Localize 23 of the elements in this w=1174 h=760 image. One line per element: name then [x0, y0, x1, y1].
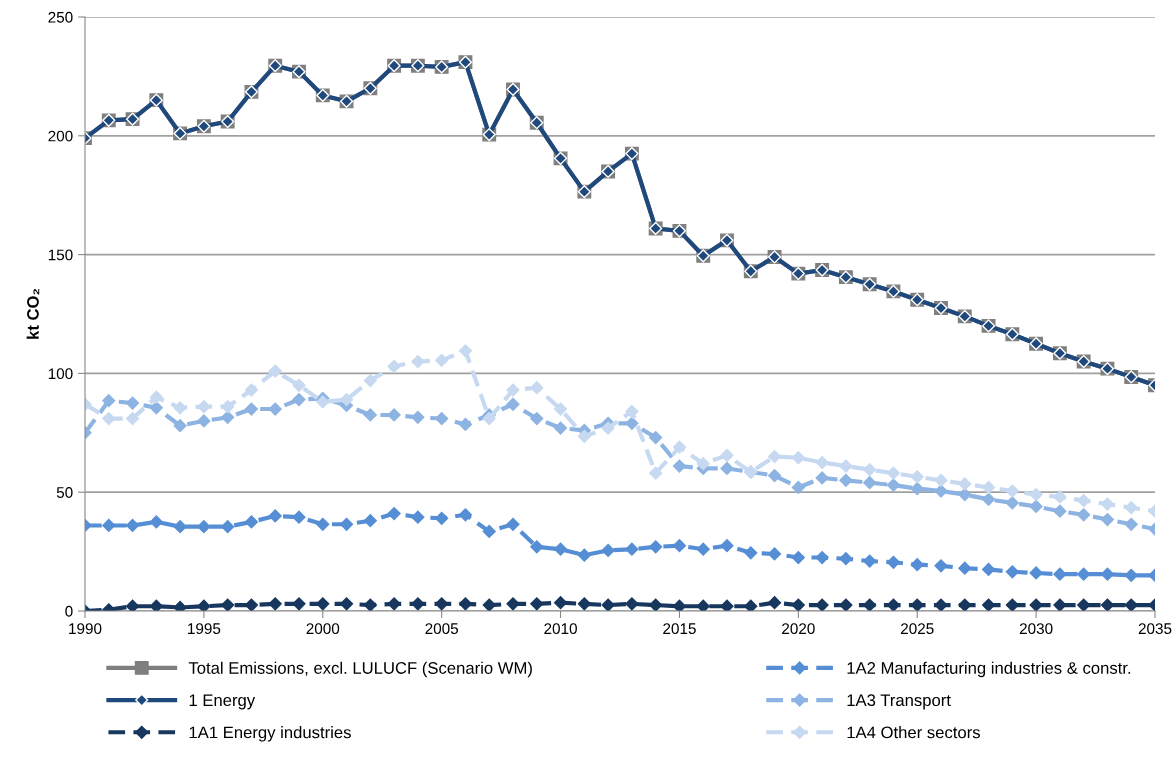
y-tick-label: 50 [56, 487, 73, 498]
legend-label: 1A1 Energy industries [189, 726, 351, 742]
legend-label: 1A2 Manufacturing industries & constr. [847, 661, 1131, 678]
y-axis-title: kt CO₂ [26, 288, 40, 339]
y-tick-label: 100 [48, 368, 73, 380]
x-tick-label: 2020 [782, 623, 815, 635]
x-tick-label: 2010 [544, 623, 577, 635]
legend-label: Total Emissions, excl. LULUCF (Scenario WM) [188, 661, 532, 678]
x-tick-label: 2035 [1138, 623, 1172, 635]
x-tick-label: 1995 [188, 623, 221, 635]
legend-label: 1 Energy [189, 694, 256, 710]
y-tick-label: 200 [48, 130, 73, 142]
x-tick-label: 2000 [306, 623, 340, 635]
legend-label: 1A4 Other sectors [847, 726, 980, 739]
x-tick-label: 2025 [901, 623, 934, 635]
x-tick-label: 2005 [425, 623, 459, 635]
x-tick-label: 2015 [663, 623, 696, 635]
x-tick-label: 2030 [1019, 623, 1053, 635]
y-tick-label: 250 [48, 11, 73, 23]
legend-label: 1A3 Transport [847, 694, 951, 710]
x-tick-label: 1990 [69, 623, 102, 635]
y-tick-label: 0 [65, 605, 73, 617]
y-tick-label: 150 [48, 249, 73, 261]
